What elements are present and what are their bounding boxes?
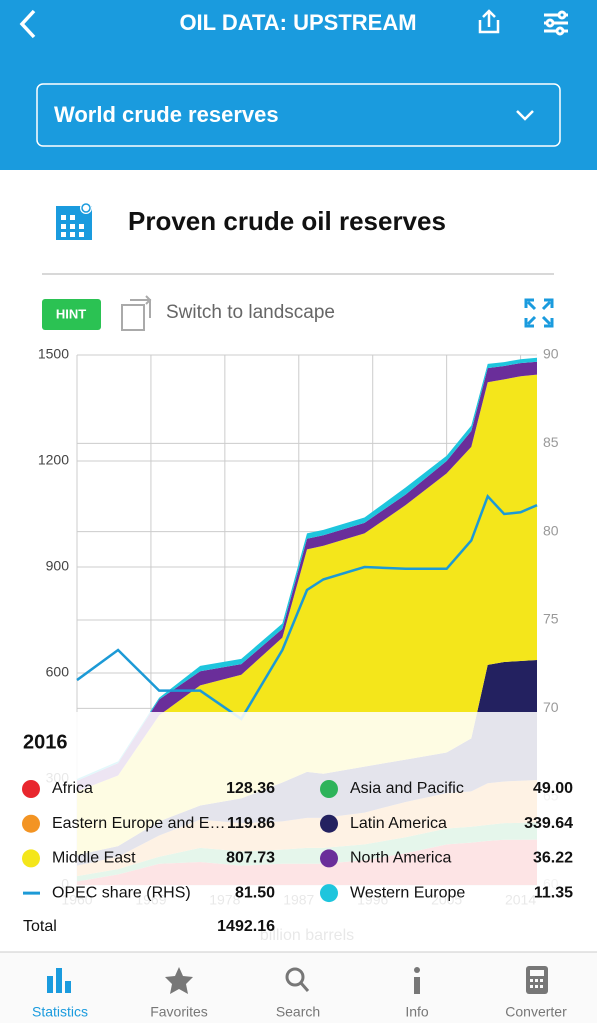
rotate-icon	[121, 295, 152, 331]
header-title: OIL DATA: UPSTREAM	[179, 10, 416, 35]
legend-value: 81.50	[235, 884, 275, 901]
area	[77, 357, 537, 781]
tab-icon-favorites	[165, 967, 193, 994]
legend-value: 36.22	[533, 850, 573, 867]
dropdown[interactable]	[36, 83, 561, 147]
legend-value: 119.86	[227, 815, 275, 832]
legend-swatch	[22, 849, 40, 868]
y-tick-label: 900	[46, 558, 70, 574]
y-tick-label: 1500	[38, 346, 69, 362]
tab-label[interactable]: Converter	[505, 1004, 567, 1020]
legend-swatch	[320, 849, 338, 868]
legend-swatch	[320, 780, 338, 798]
hint-label: HINT	[56, 306, 86, 321]
legend-name: Middle East	[52, 850, 136, 867]
tab-label[interactable]: Search	[276, 1004, 320, 1020]
tab-label[interactable]: Info	[405, 1004, 429, 1020]
tab-label[interactable]: Favorites	[150, 1004, 208, 1020]
readout-panel	[0, 712, 597, 952]
dropdown-label: World crude reserves	[54, 102, 279, 127]
hint-badge[interactable]	[42, 299, 101, 330]
legend-name: North America	[350, 850, 451, 867]
tab-label[interactable]: Statistics	[32, 1004, 88, 1020]
line	[76, 493, 538, 721]
tab-icon-converter	[526, 966, 548, 994]
y2-tick-label: 90	[543, 346, 559, 362]
legend-value: 807.73	[226, 850, 275, 867]
back-button[interactable]	[19, 9, 36, 39]
section-icon	[56, 202, 92, 240]
y2-tick-label: 85	[543, 434, 559, 450]
total-label: Total	[23, 918, 57, 935]
legend-value: 128.36	[226, 780, 275, 797]
legend-name: Asia and Pacific	[350, 780, 464, 797]
tab-bar	[0, 952, 597, 1023]
tab-icon-statistics	[47, 968, 71, 993]
legend-value: 339.64	[524, 815, 573, 832]
legend-swatch	[320, 814, 338, 833]
area	[77, 361, 537, 792]
legend-name: Eastern Europe and E…	[52, 815, 225, 832]
legend-swatch	[22, 814, 40, 833]
tab-labels: Statistics Favorites Search Info Converter	[32, 1004, 567, 1020]
legend-name: Western Europe	[350, 884, 465, 901]
share-button[interactable]	[478, 9, 500, 34]
readout-title: 2016	[23, 731, 68, 753]
total-value: 1492.16	[217, 918, 275, 935]
y2-tick-label: 70	[543, 699, 559, 715]
legend-swatch	[320, 884, 338, 903]
dropdown-chevron	[516, 110, 534, 121]
legend-name: Africa	[52, 780, 93, 797]
y-tick-label: 600	[46, 664, 70, 680]
y2-tick-label: 75	[543, 611, 559, 627]
expand-button[interactable]	[524, 298, 554, 328]
legend-name: Latin America	[350, 815, 447, 832]
legend-swatch	[22, 780, 40, 798]
filter-button[interactable]	[544, 10, 568, 36]
switch-landscape[interactable]: Switch to landscape	[166, 302, 335, 323]
y-tick-label: 1200	[38, 452, 69, 468]
readout: Africa 128.36 Asia and Pacific 49.00 Eastern…	[22, 780, 573, 903]
section-title: Proven crude oil reserves	[128, 206, 446, 236]
tab-icon-info	[414, 967, 420, 994]
tab-icon-search	[285, 967, 310, 992]
y2-tick-label: 80	[543, 522, 559, 538]
legend-value: 11.35	[534, 884, 573, 901]
legend-name: OPEC share (RHS)	[52, 884, 191, 901]
legend-value: 49.00	[533, 780, 573, 797]
